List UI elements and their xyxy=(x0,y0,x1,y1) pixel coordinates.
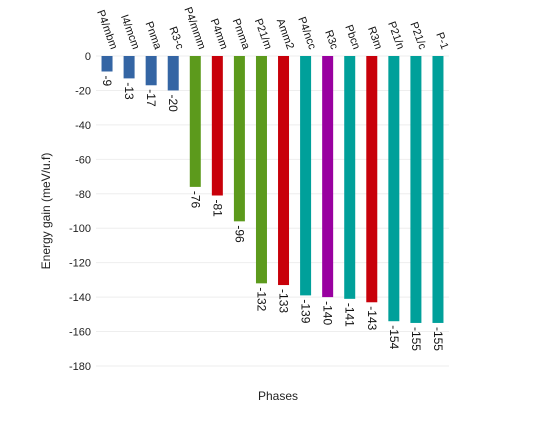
bar-14 xyxy=(410,56,422,323)
bar-5 xyxy=(211,56,223,196)
category-label-6: Pmma xyxy=(230,17,252,52)
data-labels: -9 -13 -17 -20 -76 -81 -96 -132 -133 -139 -140 -141… xyxy=(100,76,445,352)
bar-4 xyxy=(189,56,201,187)
bar-0 xyxy=(101,56,113,72)
data-label-15: -155 xyxy=(431,327,445,351)
y-tick-label-7: -140 xyxy=(69,292,91,304)
y-tick-label-0: 0 xyxy=(85,51,91,63)
data-label-6: -96 xyxy=(232,225,246,243)
category-label-7: P21/m xyxy=(252,17,274,51)
category-label-12: R3m xyxy=(365,25,384,51)
bar-10 xyxy=(322,56,334,298)
category-label-11: Pbcn xyxy=(342,23,362,51)
bar-9 xyxy=(300,56,312,296)
category-label-14: P21/c xyxy=(407,20,428,51)
category-label-13: P21/n xyxy=(385,20,406,51)
category-label-0: P4/mbm xyxy=(94,8,119,51)
data-label-3: -20 xyxy=(166,94,180,112)
data-label-4: -76 xyxy=(188,191,202,209)
data-label-7: -132 xyxy=(254,287,268,311)
bar-15 xyxy=(432,56,444,323)
bar-8 xyxy=(278,56,290,286)
y-tick-label-2: -40 xyxy=(75,120,91,132)
bar-12 xyxy=(366,56,378,303)
bar-3 xyxy=(167,56,179,91)
bars xyxy=(101,56,444,323)
category-label-5: P4mm xyxy=(208,17,230,51)
y-tick-label-1: -20 xyxy=(75,85,91,97)
y-tick-label-8: -160 xyxy=(69,327,91,339)
y-tick-label-9: -180 xyxy=(69,361,91,373)
bar-13 xyxy=(388,56,400,322)
category-label-15: P-1 xyxy=(433,31,450,51)
x-axis-title: Phases xyxy=(258,389,298,403)
bar-1 xyxy=(123,56,135,79)
bar-6 xyxy=(233,56,245,222)
data-label-12: -143 xyxy=(365,306,379,330)
data-label-9: -139 xyxy=(299,299,313,323)
data-label-5: -81 xyxy=(210,200,224,218)
bar-2 xyxy=(145,56,157,86)
category-label-1: I4/mcm xyxy=(118,13,142,51)
data-label-1: -13 xyxy=(122,82,136,100)
category-label-3: R3-c xyxy=(166,25,185,51)
data-label-0: -9 xyxy=(100,76,114,87)
data-label-14: -155 xyxy=(409,327,423,351)
y-tick-label-3: -60 xyxy=(75,154,91,166)
y-tick-label-4: -80 xyxy=(75,189,91,201)
data-label-11: -141 xyxy=(343,303,357,327)
grid-lines xyxy=(96,55,449,367)
data-label-13: -154 xyxy=(387,325,401,349)
bar-11 xyxy=(344,56,356,299)
data-label-10: -140 xyxy=(321,301,335,325)
category-label-8: Amm2 xyxy=(274,17,296,51)
category-label-9: P4/ncc xyxy=(295,15,318,51)
data-label-8: -133 xyxy=(277,289,291,313)
category-label-10: R3c xyxy=(322,29,340,52)
bar-7 xyxy=(255,56,267,284)
y-tick-label-5: -100 xyxy=(69,223,91,235)
data-label-2: -17 xyxy=(144,89,158,107)
y-axis-title: Energy gain (meV/u.f) xyxy=(39,153,53,270)
y-tick-labels: 0 -20 -40 -60 -80 -100 -120 -140 -160 -180 xyxy=(69,51,91,373)
category-label-2: Pnma xyxy=(143,20,164,52)
y-tick-label-6: -120 xyxy=(69,258,91,270)
